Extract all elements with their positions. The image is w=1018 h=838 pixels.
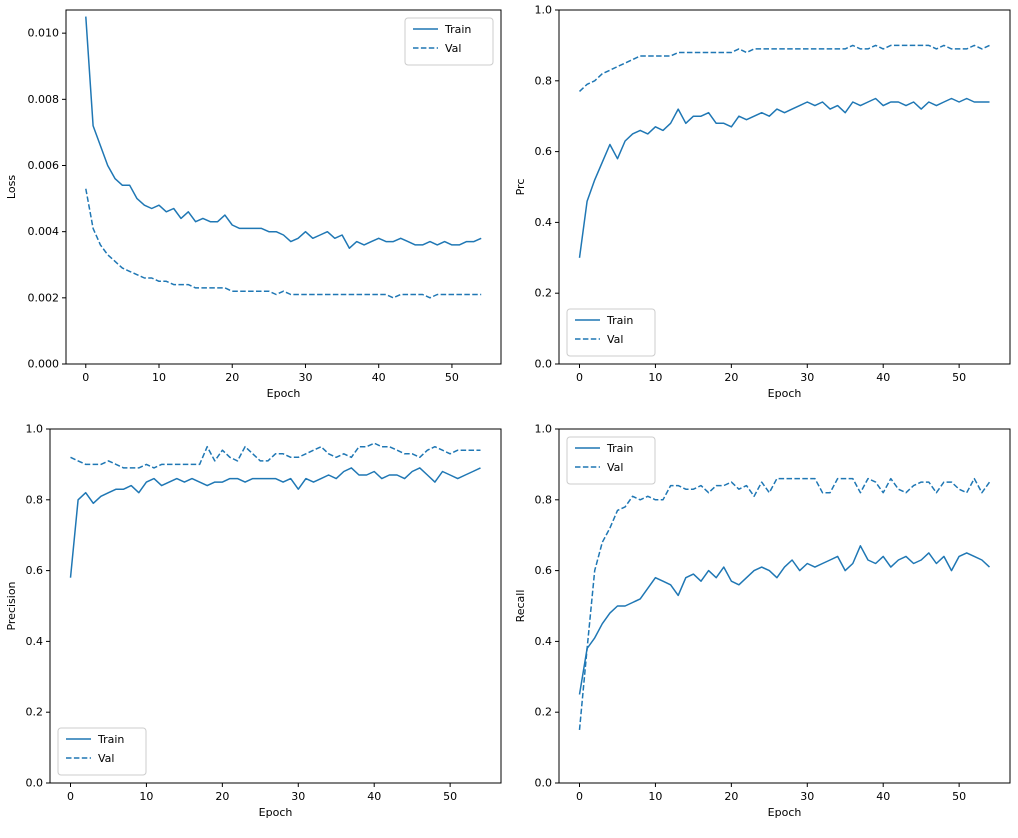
y-tick-label: 0.6: [535, 564, 553, 577]
legend-label: Train: [606, 314, 633, 327]
x-axis-label: Epoch: [267, 387, 301, 400]
y-tick-label: 0.004: [28, 225, 60, 238]
x-axis-label: Epoch: [768, 806, 802, 819]
y-tick-label: 0.002: [28, 291, 60, 304]
series-train: [85, 16, 482, 249]
x-tick-label: 50: [952, 371, 966, 384]
subplot-recall: 0 10 20 30 40 50 0.0 0.2 0.4 0.6 0.8 1.0 Epoch Recall…: [514, 423, 1011, 819]
x-axis-label: Epoch: [768, 387, 802, 400]
x-tick-label: 10: [152, 371, 166, 384]
x-tick-label: 40: [876, 371, 890, 384]
legend-label: Val: [98, 752, 114, 765]
x-tick-label: 50: [952, 790, 966, 803]
x-tick-label: 30: [800, 371, 814, 384]
x-tick-label: 40: [372, 371, 386, 384]
y-tick-label: 0.4: [535, 216, 553, 229]
x-tick-label: 30: [291, 790, 305, 803]
y-tick-label: 0.8: [535, 493, 553, 506]
subplot-loss: 0 10 20 30 40 50 0.000 0.002 0.004 0.006 0.008 0.01…: [5, 9, 502, 400]
x-tick-label: 10: [139, 790, 153, 803]
y-tick-label: 1.0: [535, 423, 553, 436]
y-tick-label: 0.6: [26, 564, 44, 577]
x-tick-label: 30: [800, 790, 814, 803]
series-train: [578, 97, 990, 258]
y-tick-label: 0.000: [28, 358, 60, 371]
y-tick-label: 0.010: [28, 27, 60, 40]
legend-label: Val: [607, 333, 623, 346]
y-tick-label: 1.0: [26, 423, 44, 436]
legend-label: Val: [607, 461, 623, 474]
x-tick-label: 40: [876, 790, 890, 803]
y-tick-label: 0.0: [535, 358, 553, 371]
subplot-precision: 0 10 20 30 40 50 0.0 0.2 0.4 0.6 0.8 1.0 Epoch Precis…: [5, 423, 502, 819]
x-tick-label: 40: [367, 790, 381, 803]
series-train: [578, 545, 991, 695]
y-tick-label: 0.8: [535, 74, 553, 87]
y-tick-label: 0.2: [26, 706, 44, 719]
series-val: [578, 477, 991, 730]
x-tick-label: 20: [724, 790, 738, 803]
x-tick-label: 50: [443, 790, 457, 803]
x-tick-label: 10: [648, 790, 662, 803]
y-tick-label: 0.0: [26, 777, 44, 790]
x-tick-label: 20: [225, 371, 239, 384]
y-axis-label: Recall: [514, 590, 527, 623]
x-tick-label: 0: [576, 790, 583, 803]
x-tick-label: 0: [67, 790, 74, 803]
axes-frame: [558, 9, 1011, 365]
x-tick-label: 10: [648, 371, 662, 384]
series-val: [578, 44, 990, 92]
y-tick-label: 0.4: [26, 635, 44, 648]
legend-label: Train: [444, 23, 471, 36]
y-axis-label: Loss: [5, 175, 18, 199]
y-tick-label: 0.6: [535, 145, 553, 158]
y-axis-label: Prc: [514, 179, 527, 196]
series-val: [85, 188, 482, 299]
legend-label: Train: [606, 442, 633, 455]
legend-label: Val: [445, 42, 461, 55]
axes-frame: [558, 428, 1011, 784]
y-tick-label: 1.0: [535, 4, 553, 17]
y-tick-label: 0.2: [535, 706, 553, 719]
x-tick-label: 0: [82, 371, 89, 384]
y-tick-label: 0.006: [28, 159, 60, 172]
x-tick-label: 50: [445, 371, 459, 384]
x-tick-label: 20: [724, 371, 738, 384]
y-tick-label: 0.0: [535, 777, 553, 790]
y-tick-label: 0.4: [535, 635, 553, 648]
y-axis-label: Precision: [5, 581, 18, 630]
y-tick-label: 0.008: [28, 93, 60, 106]
axes-frame: [65, 9, 502, 365]
y-tick-label: 0.2: [535, 287, 553, 300]
x-tick-label: 0: [576, 371, 583, 384]
x-tick-label: 30: [298, 371, 312, 384]
legend-label: Train: [97, 733, 124, 746]
subplot-prc: 0 10 20 30 40 50 0.0 0.2 0.4 0.6 0.8 1.0 Epoch Prc Tra…: [514, 4, 1011, 400]
x-axis-label: Epoch: [259, 806, 293, 819]
y-tick-label: 0.8: [26, 493, 44, 506]
series-train: [69, 467, 481, 578]
axes-frame: [49, 428, 502, 784]
series-val: [70, 442, 481, 469]
x-tick-label: 20: [215, 790, 229, 803]
